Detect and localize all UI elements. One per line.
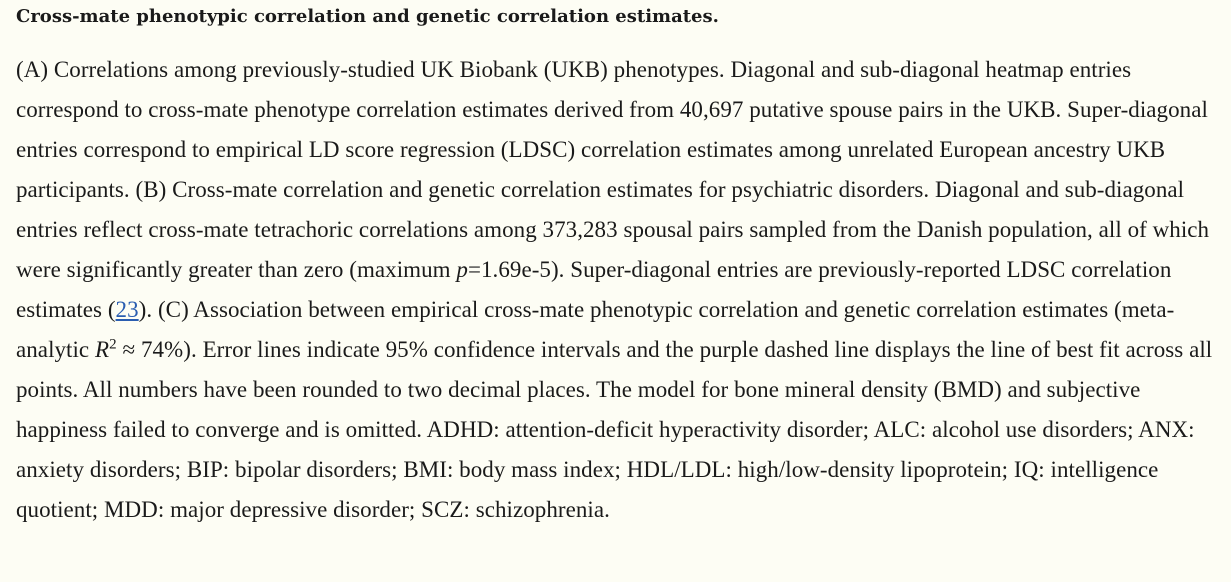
caption-text-part-2: =1.69e-5). Super-diagonal entries are pr… [16,257,1172,322]
caption-body: (A) Correlations among previously-studie… [16,50,1220,530]
r-squared-symbol: R [95,337,110,362]
figure-caption: Cross-mate phenotypic correlation and ge… [16,0,1220,530]
r-squared-exponent: 2 [109,336,117,353]
caption-text-part-3: ). (C) Association between empirical cro… [16,297,1175,362]
caption-text-part-4: ≈ 74%). Error lines indicate 95% confide… [16,337,1213,522]
p-value-symbol: p [456,257,468,282]
caption-title: Cross-mate phenotypic correlation and ge… [16,6,719,27]
caption-text-part-1: (A) Correlations among previously-studie… [16,57,1210,282]
reference-link[interactable]: 23 [115,297,139,322]
